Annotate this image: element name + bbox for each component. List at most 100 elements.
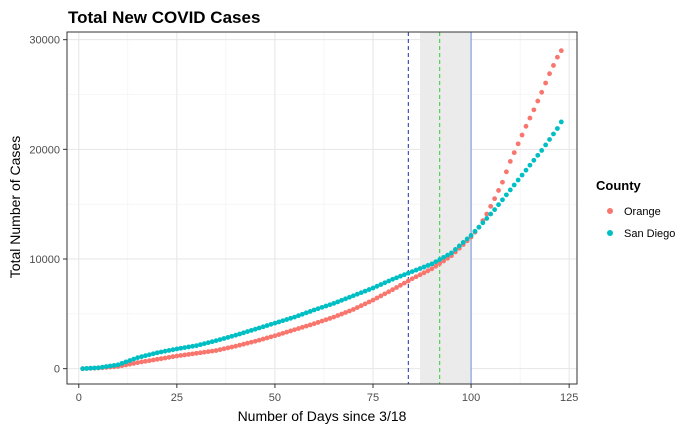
data-point bbox=[425, 268, 431, 274]
data-point bbox=[441, 258, 447, 264]
data-point bbox=[307, 322, 313, 328]
data-point bbox=[146, 358, 152, 364]
data-point bbox=[417, 266, 423, 271]
data-point bbox=[229, 333, 235, 339]
data-point bbox=[139, 354, 144, 360]
data-point bbox=[339, 311, 345, 317]
data-point bbox=[296, 326, 301, 331]
data-point bbox=[445, 252, 450, 258]
data-point bbox=[382, 291, 388, 297]
data-point bbox=[284, 317, 290, 322]
data-point bbox=[488, 211, 494, 217]
data-point bbox=[527, 162, 533, 168]
data-point bbox=[209, 348, 215, 354]
data-point bbox=[386, 289, 392, 295]
data-point bbox=[437, 257, 443, 262]
data-point bbox=[539, 89, 545, 95]
data-point bbox=[484, 211, 490, 217]
data-point bbox=[507, 158, 513, 164]
data-point bbox=[347, 308, 352, 314]
data-point bbox=[496, 202, 501, 208]
data-point bbox=[256, 325, 262, 331]
data-point bbox=[201, 349, 207, 355]
data-point bbox=[276, 319, 282, 325]
chart-title: Total New COVID Cases bbox=[68, 8, 260, 27]
data-point bbox=[299, 311, 305, 317]
data-point bbox=[527, 115, 533, 121]
x-tick-label: 50 bbox=[269, 392, 281, 404]
data-point bbox=[80, 366, 86, 372]
data-point bbox=[331, 301, 337, 306]
data-point bbox=[280, 330, 286, 336]
data-point bbox=[551, 63, 556, 68]
data-point bbox=[425, 263, 431, 268]
data-point bbox=[409, 269, 415, 275]
data-point bbox=[272, 320, 278, 326]
grid-lines bbox=[67, 32, 577, 384]
data-point bbox=[350, 293, 356, 299]
data-point bbox=[531, 107, 537, 113]
data-point bbox=[405, 270, 411, 276]
data-point bbox=[350, 307, 356, 312]
x-tick-label: 25 bbox=[171, 392, 183, 404]
series-san-diego bbox=[80, 119, 564, 372]
data-point bbox=[276, 332, 282, 337]
y-tick-label: 10000 bbox=[29, 254, 60, 266]
data-point bbox=[343, 296, 348, 302]
data-point bbox=[197, 350, 203, 356]
data-point bbox=[452, 247, 458, 252]
y-tick-label: 30000 bbox=[29, 35, 60, 47]
data-point bbox=[539, 148, 545, 153]
data-point bbox=[535, 98, 541, 104]
x-axis-ticks: 0 25 50 75 100 125 bbox=[76, 384, 578, 404]
data-point bbox=[233, 332, 239, 338]
data-point bbox=[174, 346, 180, 352]
data-point bbox=[382, 280, 388, 286]
data-point bbox=[449, 250, 454, 256]
data-point bbox=[143, 353, 148, 359]
data-point bbox=[237, 331, 243, 337]
data-point bbox=[523, 123, 529, 129]
data-point bbox=[362, 301, 368, 307]
data-point bbox=[311, 307, 317, 313]
data-point bbox=[519, 172, 525, 178]
data-point bbox=[401, 280, 407, 286]
data-point bbox=[347, 294, 352, 300]
data-point bbox=[299, 324, 305, 330]
data-point bbox=[146, 352, 152, 358]
data-point bbox=[507, 187, 513, 193]
y-tick-label: 20000 bbox=[29, 144, 60, 156]
data-point bbox=[331, 314, 337, 320]
data-point bbox=[492, 207, 498, 213]
data-point bbox=[472, 228, 478, 234]
data-point bbox=[162, 348, 168, 354]
data-point bbox=[288, 328, 294, 334]
data-point bbox=[154, 356, 160, 362]
data-point bbox=[123, 359, 129, 365]
legend-label: Orange bbox=[624, 206, 661, 218]
data-point bbox=[201, 341, 207, 347]
data-point bbox=[268, 321, 274, 327]
data-point bbox=[535, 152, 541, 158]
data-point bbox=[229, 344, 235, 350]
data-point bbox=[111, 363, 117, 368]
data-point bbox=[366, 299, 372, 305]
data-point bbox=[543, 80, 549, 86]
data-point bbox=[327, 302, 333, 308]
data-point bbox=[194, 343, 199, 349]
plot-border bbox=[66, 31, 578, 385]
x-tick-label: 125 bbox=[560, 392, 578, 404]
data-point bbox=[303, 310, 309, 316]
data-point bbox=[437, 261, 443, 266]
data-point bbox=[119, 360, 125, 366]
data-point bbox=[158, 349, 164, 355]
data-point bbox=[127, 358, 133, 363]
data-point bbox=[394, 275, 399, 281]
data-point bbox=[500, 197, 505, 203]
data-point bbox=[503, 192, 509, 198]
data-point bbox=[558, 48, 564, 54]
data-point bbox=[343, 310, 348, 315]
data-point bbox=[327, 316, 333, 321]
data-point bbox=[370, 297, 376, 303]
data-point bbox=[362, 288, 368, 294]
